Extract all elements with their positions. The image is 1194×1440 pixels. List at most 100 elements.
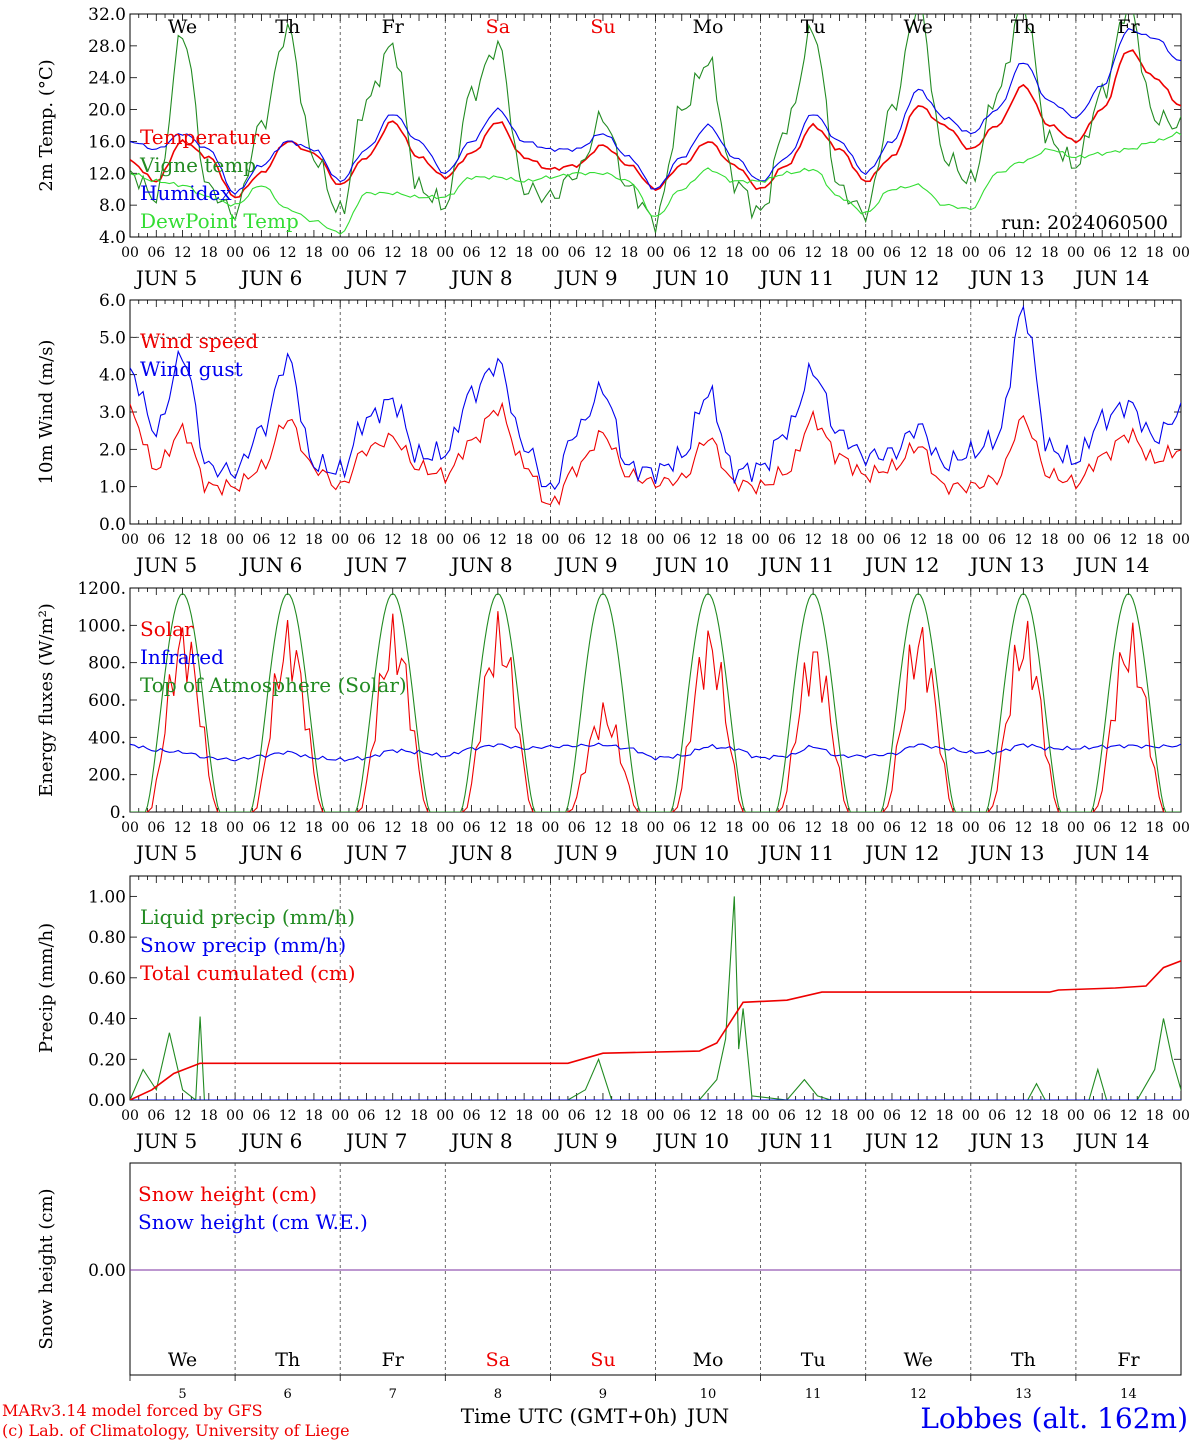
hour-label: 12 bbox=[279, 532, 297, 548]
day-number-label: 5 bbox=[178, 1387, 186, 1402]
hour-label: 06 bbox=[1093, 532, 1111, 548]
legend-entry: Wind speed bbox=[140, 329, 258, 353]
hour-label: 00 bbox=[121, 532, 139, 548]
hour-label: 00 bbox=[1067, 532, 1085, 548]
weekday-label: Th bbox=[275, 1349, 300, 1371]
hour-label: 12 bbox=[489, 532, 507, 548]
hour-label: 00 bbox=[1172, 1108, 1190, 1124]
hour-label: 18 bbox=[831, 532, 849, 548]
y-axis-label: Snow height (cm) bbox=[36, 1188, 57, 1349]
y-tick-label: 2.0 bbox=[99, 440, 126, 460]
hour-label: 18 bbox=[1146, 245, 1164, 261]
hour-label: 00 bbox=[857, 820, 875, 836]
date-label: JUN 14 bbox=[1073, 266, 1149, 290]
hour-label: 12 bbox=[489, 1108, 507, 1124]
hour-label: 00 bbox=[647, 245, 665, 261]
hour-label: 06 bbox=[147, 532, 165, 548]
weekday-label: We bbox=[168, 16, 197, 38]
hour-label: 06 bbox=[778, 820, 796, 836]
hour-label: 18 bbox=[515, 532, 533, 548]
hour-label: 12 bbox=[174, 1108, 192, 1124]
weekday-label: Th bbox=[275, 16, 300, 38]
hour-label: 00 bbox=[226, 820, 244, 836]
hour-label: 18 bbox=[1146, 532, 1164, 548]
hour-label: 18 bbox=[1146, 820, 1164, 836]
hour-label: 18 bbox=[515, 820, 533, 836]
hour-label: 18 bbox=[200, 532, 218, 548]
legend-entry: Infrared bbox=[140, 645, 224, 669]
hour-label: 12 bbox=[279, 1108, 297, 1124]
hour-label: 00 bbox=[1172, 532, 1190, 548]
date-label: JUN 8 bbox=[449, 841, 512, 865]
date-label: JUN 12 bbox=[863, 553, 939, 577]
hour-label: 00 bbox=[436, 820, 454, 836]
weekday-label: Mo bbox=[693, 16, 724, 38]
hour-label: 00 bbox=[436, 245, 454, 261]
hour-label: 00 bbox=[752, 820, 770, 836]
hour-label: 00 bbox=[752, 1108, 770, 1124]
hour-label: 12 bbox=[174, 245, 192, 261]
hour-label: 06 bbox=[463, 245, 481, 261]
legend-entry: Snow height (cm W.E.) bbox=[138, 1210, 368, 1234]
weekday-label: Mo bbox=[693, 1349, 724, 1371]
hour-label: 00 bbox=[752, 532, 770, 548]
series-line-infrared bbox=[130, 742, 1181, 762]
y-axis-label: Precip (mm/h) bbox=[36, 923, 57, 1053]
hour-label: 06 bbox=[673, 245, 691, 261]
hour-label: 00 bbox=[647, 1108, 665, 1124]
hour-label: 00 bbox=[1067, 1108, 1085, 1124]
weekday-label: Fr bbox=[382, 16, 405, 38]
y-tick-label: 0.00 bbox=[88, 1091, 126, 1111]
date-label: JUN 5 bbox=[134, 553, 197, 577]
hour-label: 06 bbox=[883, 820, 901, 836]
hour-label: 06 bbox=[1093, 1108, 1111, 1124]
hour-label: 00 bbox=[962, 532, 980, 548]
y-tick-label: 12.0 bbox=[88, 164, 126, 184]
hour-label: 06 bbox=[988, 1108, 1006, 1124]
model-credit: MARv3.14 model forced by GFS bbox=[2, 1401, 263, 1420]
date-label: JUN 12 bbox=[863, 841, 939, 865]
x-axis-label: Time UTC (GMT+0h) bbox=[461, 1404, 678, 1428]
hour-label: 00 bbox=[226, 1108, 244, 1124]
date-label: JUN 9 bbox=[554, 553, 617, 577]
weekday-label: Th bbox=[1011, 16, 1036, 38]
hour-label: 00 bbox=[857, 532, 875, 548]
weekday-label: We bbox=[904, 1349, 933, 1371]
hour-label: 18 bbox=[1041, 820, 1059, 836]
panel-frame-2 bbox=[129, 299, 1182, 525]
hour-label: 12 bbox=[384, 1108, 402, 1124]
hour-label: 18 bbox=[200, 1108, 218, 1124]
hour-label: 18 bbox=[1041, 532, 1059, 548]
legend-entry: Wind gust bbox=[140, 357, 243, 381]
weekday-label: Sa bbox=[486, 16, 510, 38]
hour-label: 00 bbox=[331, 245, 349, 261]
hour-label: 06 bbox=[883, 532, 901, 548]
series-line-total-cumulated-cm- bbox=[130, 960, 1181, 1100]
series-line-top-of-atmosphere-solar- bbox=[130, 592, 1181, 812]
hour-label: 00 bbox=[121, 1108, 139, 1124]
date-label: JUN 9 bbox=[554, 841, 617, 865]
hour-label: 00 bbox=[541, 1108, 559, 1124]
date-label: JUN 10 bbox=[653, 1129, 729, 1153]
weekday-label: Tu bbox=[801, 1349, 826, 1371]
hour-label: 18 bbox=[410, 245, 428, 261]
day-number-label: 12 bbox=[910, 1387, 927, 1402]
hour-label: 06 bbox=[147, 1108, 165, 1124]
hour-label: 00 bbox=[541, 245, 559, 261]
hour-label: 00 bbox=[857, 1108, 875, 1124]
y-tick-label: 4.0 bbox=[99, 366, 126, 386]
date-label: JUN 11 bbox=[758, 266, 834, 290]
date-label: JUN 10 bbox=[653, 553, 729, 577]
date-label: JUN 8 bbox=[449, 553, 512, 577]
day-number-label: 10 bbox=[700, 1387, 717, 1402]
series-line-wind-gust bbox=[130, 304, 1181, 491]
hour-label: 06 bbox=[673, 1108, 691, 1124]
hour-label: 06 bbox=[883, 245, 901, 261]
hour-label: 12 bbox=[174, 820, 192, 836]
hour-label: 18 bbox=[831, 245, 849, 261]
hour-label: 12 bbox=[594, 245, 612, 261]
date-label: JUN 14 bbox=[1073, 841, 1149, 865]
hour-label: 12 bbox=[279, 245, 297, 261]
hour-label: 18 bbox=[1041, 1108, 1059, 1124]
hour-label: 18 bbox=[620, 1108, 638, 1124]
